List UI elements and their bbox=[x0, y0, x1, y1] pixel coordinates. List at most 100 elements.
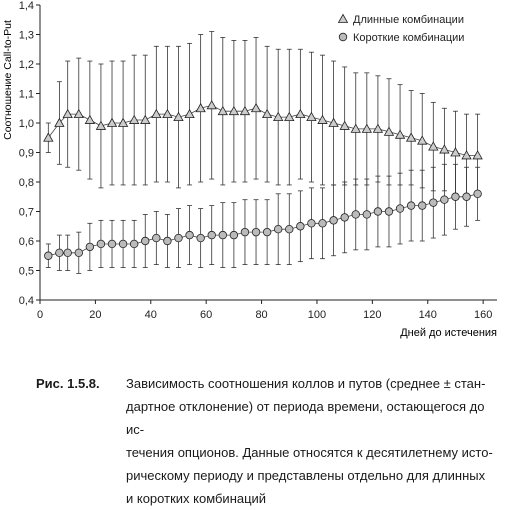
circle-marker bbox=[406, 201, 416, 210]
circle-marker bbox=[55, 248, 64, 257]
y-tick-label: 0,6 bbox=[19, 236, 34, 248]
triangle-marker bbox=[405, 132, 417, 142]
triangle-marker bbox=[184, 108, 195, 119]
circle-marker bbox=[63, 248, 72, 257]
circle-marker bbox=[207, 230, 216, 240]
circle-marker bbox=[307, 219, 316, 228]
legend: Длинные комбинации Короткие комбинации bbox=[337, 13, 464, 44]
circle-marker bbox=[141, 236, 150, 246]
triangle-marker bbox=[372, 123, 384, 133]
y-tick-label: 1,2 bbox=[19, 59, 34, 71]
circle-marker bbox=[218, 230, 227, 240]
circle-marker bbox=[262, 227, 272, 237]
circle-marker bbox=[362, 210, 372, 219]
circle-marker bbox=[185, 230, 194, 240]
y-tick-label: 1,1 bbox=[19, 89, 34, 101]
y-tick-label: 1,4 bbox=[19, 0, 34, 12]
circle-marker bbox=[174, 233, 183, 243]
triangle-marker bbox=[328, 117, 339, 127]
triangle-marker bbox=[195, 102, 206, 113]
x-tick-label: 100 bbox=[308, 309, 326, 321]
x-tick-label: 40 bbox=[145, 309, 157, 321]
circle-marker bbox=[429, 198, 438, 207]
triangle-marker bbox=[117, 117, 129, 127]
triangle-marker bbox=[295, 108, 306, 119]
triangle-marker bbox=[317, 114, 328, 124]
x-tick-label: 0 bbox=[37, 309, 43, 321]
triangle-marker bbox=[250, 102, 262, 113]
x-axis-label: Дней до истечения bbox=[400, 327, 497, 339]
caption-line: и коротких комбинаций bbox=[126, 491, 267, 506]
circle-marker bbox=[163, 236, 172, 246]
circle-marker bbox=[285, 224, 294, 234]
triangle-marker bbox=[394, 129, 406, 139]
series-lines bbox=[47, 104, 478, 257]
triangle-marker bbox=[306, 111, 317, 121]
x-tick-label: 120 bbox=[363, 309, 381, 321]
triangle-marker bbox=[228, 105, 240, 116]
legend-triangle-icon bbox=[337, 13, 349, 23]
x-tick-label: 80 bbox=[255, 309, 267, 321]
y-tick-label: 0,9 bbox=[19, 148, 34, 160]
caption-line: рическому периоду и представлены отдельн… bbox=[126, 468, 486, 483]
y-tick-label: 0,4 bbox=[19, 295, 34, 307]
y-tick-label: 0,5 bbox=[19, 266, 34, 278]
circle-marker bbox=[373, 207, 383, 216]
circle-marker bbox=[96, 239, 106, 249]
caption-text: Зависимость соотношения коллов и путов (… bbox=[126, 372, 506, 510]
circle-marker bbox=[395, 204, 405, 213]
circle-marker bbox=[251, 227, 261, 237]
circle-marker bbox=[384, 207, 394, 216]
triangle-marker bbox=[62, 108, 73, 119]
y-tick-label: 1,0 bbox=[19, 118, 34, 130]
circle-marker bbox=[340, 213, 349, 222]
circle-marker bbox=[418, 201, 427, 210]
triangle-marker bbox=[461, 150, 472, 160]
y-tick-label: 0,7 bbox=[19, 207, 34, 219]
circle-marker bbox=[152, 233, 161, 243]
circle-marker bbox=[451, 192, 460, 201]
triangle-marker bbox=[273, 111, 284, 121]
triangle-marker bbox=[239, 105, 251, 116]
circle-marker bbox=[107, 239, 117, 249]
circle-marker bbox=[85, 242, 95, 252]
triangle-marker bbox=[284, 111, 295, 121]
x-tick-label: 20 bbox=[89, 309, 101, 321]
triangle-marker bbox=[206, 99, 217, 110]
triangle-marker bbox=[361, 123, 373, 133]
x-tick-label: 160 bbox=[474, 309, 492, 321]
triangle-marker bbox=[43, 132, 54, 142]
triangle-marker bbox=[140, 114, 151, 124]
circle-marker bbox=[74, 248, 83, 257]
triangle-marker bbox=[106, 117, 118, 127]
caption-line: дартное отклонение) от периода времени, … bbox=[126, 399, 485, 437]
circle-marker bbox=[296, 222, 305, 231]
legend-label: Длинные комбинации bbox=[353, 14, 464, 26]
y-axis-label: Соотношение Call-to-Put bbox=[2, 20, 14, 140]
triangle-marker bbox=[84, 114, 96, 124]
circle-marker bbox=[240, 227, 250, 237]
x-tick-label: 60 bbox=[200, 309, 212, 321]
triangle-marker bbox=[151, 108, 162, 119]
chart: Соотношение Call-to-Put Дней до истечени… bbox=[2, 0, 497, 339]
triangle-marker bbox=[73, 108, 84, 119]
triangle-marker bbox=[350, 123, 361, 133]
triangle-marker bbox=[173, 111, 184, 121]
circle-marker bbox=[351, 210, 360, 219]
y-tick-label: 0,8 bbox=[19, 177, 34, 189]
circle-marker bbox=[118, 239, 128, 249]
triangle-marker bbox=[417, 135, 428, 145]
triangle-marker bbox=[339, 120, 350, 130]
circle-marker bbox=[318, 219, 327, 228]
circle-marker bbox=[44, 251, 53, 260]
triangle-marker bbox=[162, 108, 173, 119]
triangle-marker bbox=[95, 120, 107, 130]
circle-marker bbox=[440, 195, 449, 204]
triangle-marker bbox=[472, 150, 483, 160]
caption-label: Рис. 1.5.8. bbox=[36, 376, 100, 391]
triangle-marker bbox=[428, 141, 439, 151]
series-line bbox=[48, 193, 478, 257]
triangle-marker bbox=[54, 117, 65, 127]
circle-marker bbox=[129, 239, 139, 249]
error-bars bbox=[45, 31, 481, 274]
